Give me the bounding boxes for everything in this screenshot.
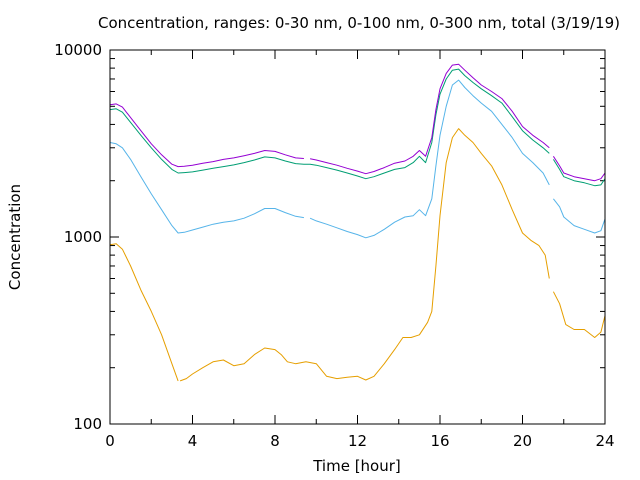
y-tick-label: 10000 <box>54 41 102 59</box>
x-tick-label: 4 <box>188 432 198 450</box>
y-axis-label: Concentration <box>6 184 24 290</box>
series-3-line-segment-1 <box>109 68 550 180</box>
series-1-line-segment-3 <box>552 291 606 338</box>
series-4-line-segment-2 <box>310 63 550 175</box>
x-tick-label: 20 <box>513 432 532 450</box>
y-tick-label: 1000 <box>64 228 102 246</box>
series-2-line-segment-1 <box>109 142 304 234</box>
x-tick-label: 16 <box>430 432 449 450</box>
series-lines <box>109 63 606 382</box>
x-tick-label: 12 <box>348 432 367 450</box>
x-tick-label: 24 <box>595 432 614 450</box>
series-2-line-segment-2 <box>309 79 550 239</box>
chart-title: Concentration, ranges: 0-30 nm, 0-100 nm… <box>98 14 620 32</box>
series-4-line-segment-3 <box>552 156 606 182</box>
series-1-line-segment-1 <box>109 243 179 382</box>
series-3-line-segment-2 <box>552 159 606 187</box>
tick-marks <box>109 49 606 425</box>
plot-frame <box>109 49 606 425</box>
x-tick-labels: 0 4 8 12 16 20 24 <box>105 432 614 450</box>
x-tick-label: 0 <box>105 432 115 450</box>
y-tick-label: 100 <box>73 415 102 433</box>
x-axis-label: Time [hour] <box>312 457 401 475</box>
y-tick-labels: 100 1000 10000 <box>54 41 102 433</box>
series-4-line-segment-1 <box>109 103 304 168</box>
series-1-line-segment-2 <box>179 128 550 382</box>
series-2-line-segment-3 <box>553 198 606 234</box>
x-tick-label: 8 <box>270 432 280 450</box>
